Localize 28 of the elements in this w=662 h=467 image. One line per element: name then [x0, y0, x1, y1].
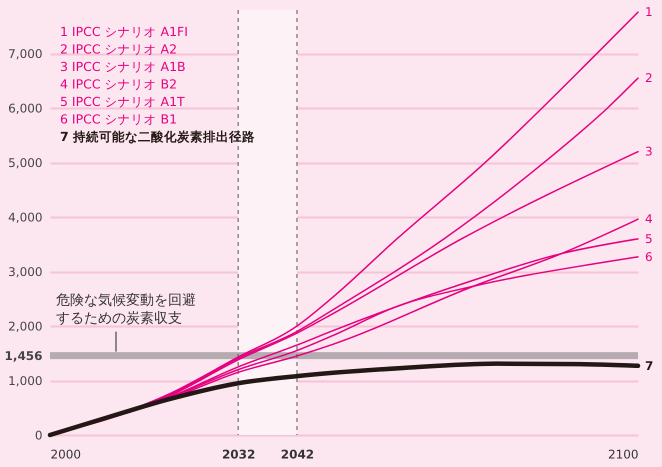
- series-label: 6: [645, 250, 653, 264]
- y-tick-label: 0: [34, 428, 42, 442]
- ref-line-label: 危険な気候変動を回避するための炭素収支: [56, 292, 196, 327]
- annotation: 5 IPCC シナリオ A1T: [60, 94, 186, 109]
- series-label: 1: [645, 5, 653, 20]
- annotation: 1 IPCC シナリオ A1FI: [60, 24, 188, 39]
- x-tick-label: 2042: [280, 448, 314, 462]
- annotation: 4 IPCC シナリオ B2: [60, 76, 178, 92]
- y-tick-label: 2,000: [8, 320, 42, 334]
- series-label: 3: [645, 144, 653, 159]
- y-tick-label: 6,000: [8, 102, 42, 116]
- y-tick-label: 1,456: [4, 349, 42, 364]
- y-tick-label: 1,000: [8, 374, 42, 388]
- annotation: 2 IPCC シナリオ A2: [60, 42, 178, 56]
- x-tick-label: 2032: [222, 448, 256, 462]
- series-label: 4: [645, 212, 653, 226]
- x-tick-label: 2100: [608, 448, 638, 462]
- series-label: 5: [645, 232, 653, 246]
- series-label: 7: [645, 358, 654, 373]
- series-label: 2: [645, 71, 653, 86]
- y-tick-label: 4,000: [8, 210, 42, 225]
- x-tick-label: 2000: [50, 448, 82, 462]
- annotation: 3 IPCC シナリオ A1B: [60, 59, 186, 74]
- annotation: 6 IPCC シナリオ B1: [60, 112, 178, 126]
- y-tick-label: 7,000: [8, 47, 42, 62]
- y-tick-label: 5,000: [8, 156, 42, 170]
- annotation: 7 持続可能な二酸化炭素排出径路: [60, 129, 256, 144]
- y-tick-label: 3,000: [8, 265, 42, 280]
